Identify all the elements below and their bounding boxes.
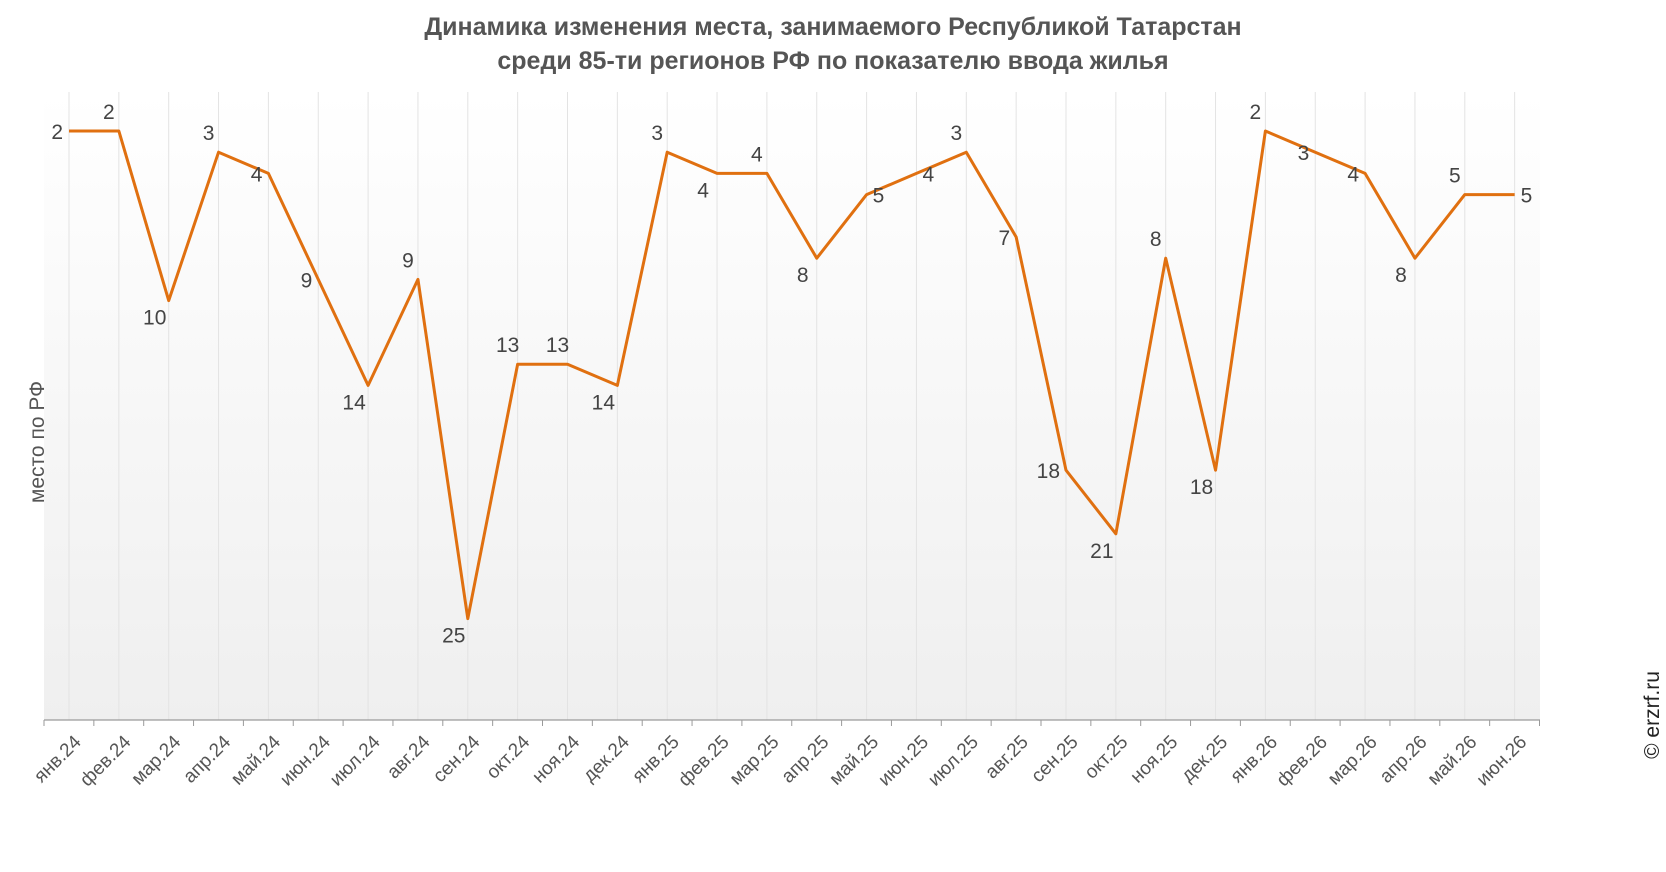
x-tick-label: окт.25 bbox=[1081, 732, 1133, 784]
data-label: 9 bbox=[301, 269, 313, 292]
data-label: 18 bbox=[1190, 476, 1213, 499]
x-tick-label: фев.24 bbox=[76, 731, 135, 790]
x-tick-label: апр.24 bbox=[179, 731, 235, 787]
data-label: 4 bbox=[751, 143, 763, 166]
plot-background bbox=[44, 92, 1540, 720]
data-label: 3 bbox=[950, 122, 962, 145]
x-axis-ticks: янв.24фев.24мар.24апр.24май.24июн.24июл.… bbox=[30, 720, 1540, 791]
x-tick-label: мар.26 bbox=[1324, 732, 1382, 790]
data-label: 25 bbox=[442, 625, 465, 648]
x-tick-label: май.25 bbox=[825, 732, 883, 790]
x-tick-label: янв.25 bbox=[628, 732, 683, 787]
x-tick-label: дек.24 bbox=[579, 731, 634, 786]
chart-title: Динамика изменения места, занимаемого Ре… bbox=[0, 10, 1666, 78]
grid-lines bbox=[68, 92, 1516, 720]
data-label: 9 bbox=[402, 249, 414, 272]
data-label: 4 bbox=[251, 163, 263, 186]
x-tick-label: сен.24 bbox=[429, 731, 484, 786]
data-label: 2 bbox=[51, 121, 63, 144]
x-tick-label: сен.25 bbox=[1027, 732, 1082, 787]
x-tick-label: май.24 bbox=[227, 731, 285, 789]
data-label: 4 bbox=[697, 179, 709, 202]
data-label: 3 bbox=[203, 122, 215, 145]
x-tick-label: янв.26 bbox=[1227, 732, 1282, 787]
x-tick-label: ноя.24 bbox=[528, 731, 584, 787]
x-tick-label: июн.25 bbox=[874, 732, 933, 791]
x-tick-label: июл.24 bbox=[326, 731, 385, 790]
data-label: 4 bbox=[1347, 163, 1359, 186]
x-tick-label: май.26 bbox=[1424, 732, 1482, 790]
data-label: 3 bbox=[1298, 142, 1310, 165]
x-tick-label: июн.26 bbox=[1473, 732, 1532, 791]
x-tick-label: ноя.25 bbox=[1127, 732, 1183, 788]
x-tick-label: дек.25 bbox=[1177, 732, 1232, 787]
data-label: 8 bbox=[1395, 264, 1407, 287]
data-label: 10 bbox=[143, 307, 166, 330]
data-label: 14 bbox=[342, 391, 366, 414]
data-label: 5 bbox=[1521, 185, 1533, 208]
x-tick-label: фев.26 bbox=[1273, 732, 1332, 791]
data-label: 21 bbox=[1090, 540, 1113, 563]
x-tick-label: мар.24 bbox=[128, 731, 186, 789]
data-label: 8 bbox=[1150, 228, 1162, 251]
x-tick-label: мар.25 bbox=[726, 732, 784, 790]
data-label: 14 bbox=[592, 391, 616, 414]
x-tick-label: окт.24 bbox=[483, 731, 535, 783]
x-tick-label: апр.25 bbox=[778, 732, 834, 788]
series-line bbox=[69, 129, 1515, 621]
x-tick-label: авг.24 bbox=[383, 731, 435, 783]
x-tick-label: июн.24 bbox=[276, 731, 335, 790]
x-tick-label: июл.25 bbox=[924, 732, 983, 791]
data-label: 13 bbox=[496, 334, 519, 357]
data-label: 13 bbox=[546, 334, 569, 357]
data-label: 2 bbox=[103, 101, 115, 124]
data-label: 4 bbox=[922, 163, 934, 186]
x-tick-label: апр.26 bbox=[1376, 732, 1432, 788]
data-label: 8 bbox=[797, 264, 809, 287]
data-label: 7 bbox=[998, 227, 1010, 250]
data-label: 2 bbox=[1250, 101, 1262, 124]
x-tick-label: авг.25 bbox=[981, 732, 1032, 783]
data-label: 5 bbox=[873, 185, 885, 208]
data-label: 3 bbox=[651, 122, 663, 145]
chart-title-line-2: среди 85-ти регионов РФ по показателю вв… bbox=[497, 47, 1169, 75]
data-label: 18 bbox=[1037, 460, 1060, 483]
chart-title-line-1: Динамика изменения места, занимаемого Ре… bbox=[424, 13, 1242, 41]
x-tick-label: фев.25 bbox=[674, 732, 733, 791]
data-label: 5 bbox=[1449, 165, 1461, 188]
